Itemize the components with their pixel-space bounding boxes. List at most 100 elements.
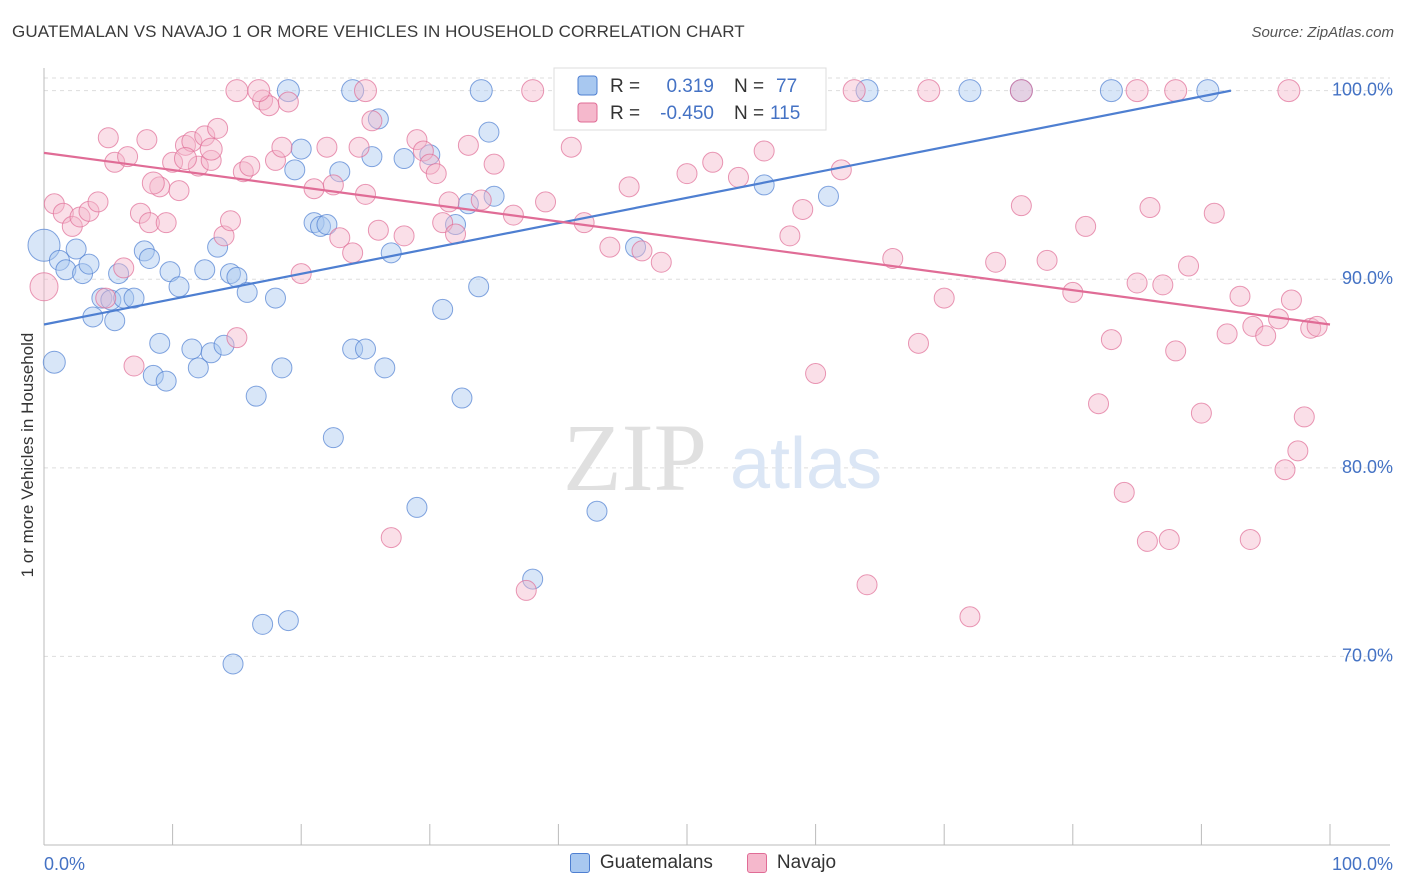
data-point (155, 212, 177, 234)
x-tick-label-end: 100.0% (1332, 854, 1393, 874)
tick-labels: 70.0% 80.0% 90.0% 100.0% 0.0% 100.0% (44, 80, 1393, 874)
data-point (316, 214, 338, 236)
stats-legend: R = 0.319 N = 77 R = -0.450 N = 115 (553, 67, 827, 131)
data-point (727, 166, 749, 188)
data-point (87, 191, 109, 213)
data-point (1229, 285, 1251, 307)
data-point (650, 251, 672, 273)
data-point (1139, 197, 1161, 219)
data-point (187, 155, 209, 177)
data-point (1178, 255, 1200, 277)
data-point (702, 151, 724, 173)
data-point (194, 259, 216, 281)
series-navajo-points (29, 79, 1328, 628)
data-point (155, 370, 177, 392)
watermark-zip: ZIP (563, 404, 707, 511)
data-point (676, 163, 698, 185)
data-point (322, 427, 344, 449)
data-point (560, 136, 582, 158)
data-point (855, 79, 879, 103)
data-point (264, 287, 286, 309)
data-point (168, 180, 190, 202)
data-point (425, 163, 447, 185)
data-point (200, 342, 222, 364)
data-point (1125, 79, 1149, 103)
data-point (97, 127, 119, 149)
data-point (213, 334, 235, 356)
data-point (586, 500, 608, 522)
axes (43, 68, 1390, 846)
data-point (959, 606, 981, 628)
data-point (1164, 79, 1188, 103)
data-point (457, 134, 479, 156)
data-point (1203, 202, 1225, 224)
data-point (225, 79, 249, 103)
data-point (468, 276, 490, 298)
data-point (1136, 530, 1158, 552)
legend-item-navajo[interactable]: Navajo (746, 852, 837, 874)
y-tick-label: 80.0% (1342, 457, 1393, 477)
data-point (354, 79, 377, 103)
data-point (199, 137, 223, 161)
data-point (856, 574, 878, 596)
data-point (1306, 315, 1328, 337)
data-point (917, 79, 941, 103)
data-point (412, 140, 434, 162)
data-point (1255, 325, 1277, 347)
data-point (451, 387, 473, 409)
data-point (342, 338, 364, 360)
data-point (271, 136, 293, 158)
data-point (361, 110, 383, 132)
watermark-atlas: atlas (730, 424, 882, 504)
data-point (277, 610, 299, 632)
data-point (219, 210, 241, 232)
data-point (1100, 329, 1122, 351)
data-point (1165, 340, 1187, 362)
data-point (1190, 402, 1212, 424)
data-point (1196, 79, 1220, 103)
data-point (136, 129, 158, 151)
legend-r-label-navajo: R = (610, 103, 640, 124)
data-point (123, 355, 145, 377)
data-point (933, 287, 955, 309)
data-point (355, 338, 376, 360)
data-point (374, 357, 396, 379)
chart-title: GUATEMALAN VS NAVAJO 1 OR MORE VEHICLES … (12, 22, 745, 41)
data-point (1113, 481, 1135, 503)
data-point (277, 91, 299, 113)
data-point (1088, 393, 1110, 415)
data-point (805, 363, 827, 385)
y-tick-label: 90.0% (1342, 268, 1393, 288)
data-point (393, 225, 415, 247)
legend-r-label-guatemalans: R = (610, 76, 640, 97)
data-point (264, 149, 286, 171)
data-point (239, 155, 261, 177)
data-point (393, 148, 415, 170)
legend-label-navajo: Navajo (776, 852, 837, 873)
data-point (29, 272, 59, 302)
data-point (276, 79, 300, 103)
data-point (1062, 281, 1084, 303)
data-point (380, 527, 402, 549)
data-point (194, 125, 216, 147)
legend-swatch-navajo (577, 102, 598, 123)
data-point (252, 613, 274, 635)
data-point (1293, 406, 1315, 428)
x-tick-label-start: 0.0% (44, 854, 85, 874)
data-point (117, 146, 139, 168)
data-point (316, 136, 338, 158)
data-point (138, 212, 160, 234)
legend-n-value-guatemalans: 77 (776, 76, 797, 97)
data-point (470, 189, 492, 211)
data-point (1277, 79, 1301, 103)
data-point (515, 579, 537, 601)
data-point (232, 161, 254, 183)
data-point (817, 185, 839, 207)
legend-item-guatemalans[interactable]: Guatemalans (569, 852, 713, 874)
data-point (842, 79, 866, 103)
data-point (1099, 79, 1123, 103)
data-point (329, 161, 351, 183)
data-point (138, 247, 160, 269)
data-point (779, 225, 801, 247)
data-point (483, 153, 505, 175)
